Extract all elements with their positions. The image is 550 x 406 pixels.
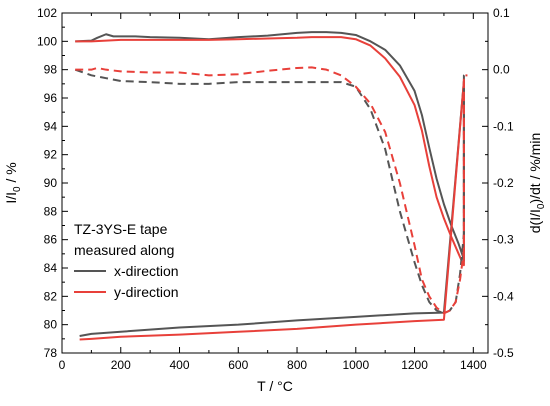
y-right-tick-label: 0.1	[493, 6, 510, 20]
legend: TZ-3YS-E tape measured along x-direction…	[74, 221, 179, 300]
y-left-tick-label: 90	[44, 176, 58, 190]
x-tick-label: 1400	[460, 358, 487, 372]
x-tick-label: 1200	[401, 358, 428, 372]
y-left-title-pre: I/I	[3, 192, 19, 204]
y-left-tick-label: 100	[37, 34, 57, 48]
x-tick-label: 1000	[342, 358, 369, 372]
y-left-tick-label: 92	[44, 148, 58, 162]
y-right-axis-title: d(I/I0)/dt / %/min	[527, 133, 547, 233]
x-tick-label: 800	[287, 358, 307, 372]
y-left-tick-label: 96	[44, 91, 58, 105]
tick-marks	[61, 12, 488, 354]
y-left-tick-label: 78	[44, 346, 58, 360]
y-right-tick-label: -0.4	[493, 289, 514, 303]
x-tick-label: 200	[111, 358, 131, 372]
y-left-tick-label: 82	[44, 289, 58, 303]
plot-frame	[61, 12, 489, 354]
y-right-title-pre: d(I/I	[527, 209, 543, 233]
x-axis-title: T / °C	[257, 378, 293, 394]
y-right-tick-label: -0.5	[493, 346, 514, 360]
y-right-tick-label: -0.3	[493, 233, 514, 247]
y-left-tick-label: 80	[44, 318, 58, 332]
x-tick-label: 400	[170, 358, 190, 372]
y-left-title-post: / %	[3, 162, 19, 186]
y-left-axis-title: I/I0 / %	[3, 162, 23, 203]
y-left-tick-label: 102	[37, 6, 57, 20]
y-left-tick-label: 84	[44, 261, 58, 275]
legend-title-line-1: TZ-3YS-E tape	[74, 221, 168, 237]
y-right-title-post: )/dt / %/min	[527, 133, 543, 204]
legend-label-x-direction: x-direction	[114, 263, 179, 279]
y-left-tick-label: 98	[44, 63, 58, 77]
y-left-tick-label: 88	[44, 204, 58, 218]
y-right-tick-label: 0.0	[493, 63, 510, 77]
series-layer	[74, 31, 469, 341]
legend-title-line-2: measured along	[74, 242, 174, 258]
y-left-title-sub: 0	[12, 186, 23, 192]
series-y-direction-intensity-solid	[75, 36, 465, 341]
y-right-title-sub: 0	[536, 203, 547, 209]
x-tick-label: 600	[228, 358, 248, 372]
series-x-direction-intensity-solid	[75, 31, 465, 337]
y-right-tick-label: -0.1	[493, 119, 514, 133]
y-left-tick-label: 86	[44, 233, 58, 247]
series-y-direction-rate-dashed	[75, 66, 468, 315]
legend-label-y-direction: y-direction	[114, 284, 179, 300]
tick-labels: 0 200 400 600 800 1000 1200 1400 78 80 82 84 86 88 90 9…	[37, 6, 514, 372]
y-right-tick-label: -0.2	[493, 176, 514, 190]
y-left-tick-label: 94	[44, 119, 58, 133]
x-tick-label: 0	[59, 358, 66, 372]
